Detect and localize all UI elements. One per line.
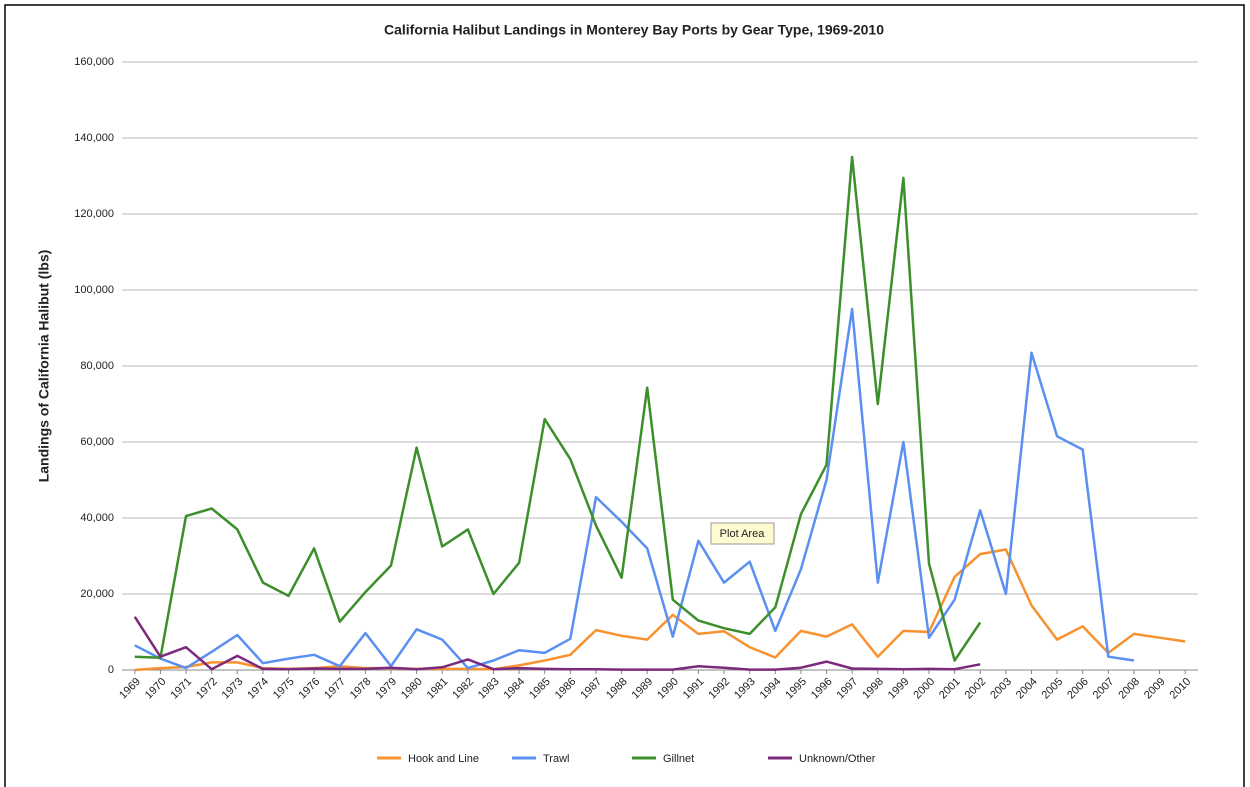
x-tick-label: 2008 — [1116, 676, 1142, 702]
y-tick-label: 40,000 — [80, 512, 114, 524]
y-tick-label: 100,000 — [74, 284, 114, 296]
x-tick-label: 1982 — [450, 676, 476, 702]
x-tick-label: 1975 — [271, 676, 297, 702]
tooltip: Plot Area — [720, 528, 766, 540]
x-tick-label: 1977 — [322, 676, 348, 702]
y-tick-label: 140,000 — [74, 132, 114, 144]
x-tick-label: 2006 — [1065, 676, 1091, 702]
series-line — [133, 616, 981, 671]
series-line — [134, 548, 1186, 672]
tooltip-box — [710, 522, 775, 545]
x-tick-label: 2010 — [1168, 676, 1194, 702]
x-tick-label: 1996 — [809, 676, 835, 702]
x-tick-label: 1999 — [886, 676, 912, 702]
series-line — [134, 307, 1135, 670]
x-tick-label: 2002 — [963, 676, 989, 702]
x-tick-label: 1988 — [604, 676, 630, 702]
x-tick-label: 1995 — [783, 676, 809, 702]
x-tick-label: 1981 — [425, 676, 451, 702]
x-tick-label: 1973 — [220, 676, 246, 702]
x-tick-label: 1985 — [527, 676, 553, 702]
y-tick-label: 120,000 — [74, 208, 114, 220]
x-tick-label: 1983 — [476, 676, 502, 702]
x-tick-label: 1979 — [373, 676, 399, 702]
y-tick-label: 20,000 — [80, 588, 114, 600]
y-tick-label: 160,000 — [74, 56, 114, 68]
x-tick-label: 1976 — [297, 676, 323, 702]
x-tick-label: 2007 — [1091, 676, 1117, 702]
x-tick-label: 2001 — [937, 676, 963, 702]
x-tick-label: 1992 — [706, 676, 732, 702]
x-tick-label: 1997 — [835, 676, 861, 702]
frame — [4, 4, 1245, 787]
x-tick-label: 1974 — [245, 676, 271, 702]
x-tick-label: 1984 — [501, 676, 527, 702]
x-tick-label: 1993 — [732, 676, 758, 702]
x-tick-label: 1994 — [758, 676, 784, 702]
x-tick-label: 1980 — [399, 676, 425, 702]
x-tick-label: 2009 — [1142, 676, 1168, 702]
y-tick-label: 0 — [108, 664, 114, 676]
x-tick-label: 2005 — [1039, 676, 1065, 702]
x-tick-label: 1998 — [860, 676, 886, 702]
x-tick-label: 1970 — [143, 676, 169, 702]
x-tick-label: 1991 — [681, 676, 707, 702]
x-tick-label: 1990 — [655, 676, 681, 702]
x-tick-label: 1986 — [553, 676, 579, 702]
x-tick-label: 2000 — [911, 676, 937, 702]
y-axis-label: Landings of California Halibut (lbs) — [36, 250, 52, 483]
x-tick-label: 1972 — [194, 676, 220, 702]
y-tick-label: 60,000 — [80, 436, 114, 448]
y-tick-label: 80,000 — [80, 360, 114, 372]
x-tick-label: 1971 — [168, 676, 194, 702]
x-tick-label: 1969 — [117, 676, 143, 702]
legend-label: Gillnet — [663, 753, 694, 765]
x-tick-label: 1978 — [348, 676, 374, 702]
legend-label: Unknown/Other — [799, 753, 876, 765]
series-line — [134, 155, 982, 662]
x-tick-label: 2003 — [988, 676, 1014, 702]
x-tick-label: 1987 — [578, 676, 604, 702]
chart-title: California Halibut Landings in Monterey … — [384, 22, 884, 38]
x-tick-label: 2004 — [1014, 676, 1040, 702]
x-tick-label: 1989 — [630, 676, 656, 702]
legend-label: Hook and Line — [408, 753, 479, 765]
legend-label: Trawl — [543, 753, 569, 765]
